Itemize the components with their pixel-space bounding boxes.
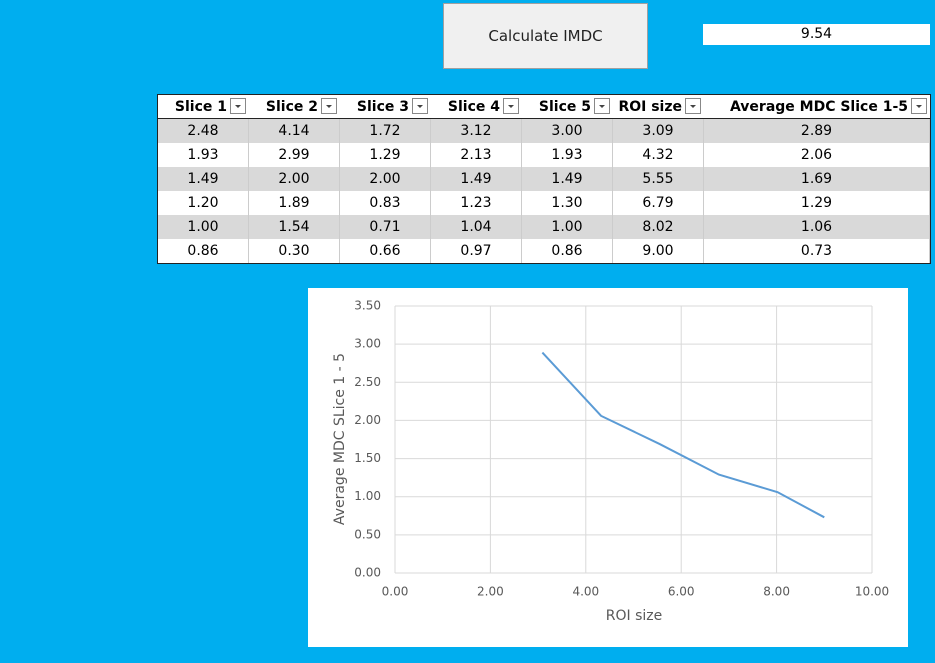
y-tick-label: 2.50 (354, 375, 381, 389)
table-cell: 1.49 (158, 167, 249, 191)
filter-dropdown[interactable] (321, 98, 337, 114)
filter-dropdown[interactable] (230, 98, 246, 114)
table-cell: 0.66 (340, 239, 431, 263)
header-cell: Slice 5 (522, 95, 613, 118)
table-cell: 1.04 (431, 215, 522, 239)
table-cell: 1.49 (522, 167, 613, 191)
table-cell: 1.29 (704, 191, 930, 215)
table-cell: 4.14 (249, 119, 340, 143)
header-cell: Slice 1 (158, 95, 249, 118)
header-text: Slice 5 (538, 99, 591, 115)
header-text: Slice 2 (265, 99, 318, 115)
header-row: Slice 1 Slice 2 Slice 3 Slice 4 Slice 5 ROI s… (158, 95, 930, 119)
chart: ROI size Average MDC SLice 1 - 5 0.00 0.5… (308, 288, 908, 647)
table-cell: 0.86 (158, 239, 249, 263)
table-row: 0.86 0.30 0.66 0.97 0.86 9.00 0.73 (158, 239, 930, 263)
table-cell: 1.69 (704, 167, 930, 191)
header-text: ROI size (618, 99, 682, 115)
table-cell: 0.73 (704, 239, 930, 263)
x-tick-label: 10.00 (855, 585, 889, 599)
table-cell: 1.93 (158, 143, 249, 167)
table-row: 1.20 1.89 0.83 1.23 1.30 6.79 1.29 (158, 191, 930, 215)
table-cell: 2.13 (431, 143, 522, 167)
y-tick-label: 1.00 (354, 489, 381, 503)
table-cell: 2.00 (340, 167, 431, 191)
table-cell: 0.83 (340, 191, 431, 215)
table-cell: 1.00 (158, 215, 249, 239)
result-cell: 9.54 (703, 24, 930, 45)
x-tick-label: 8.00 (763, 585, 790, 599)
header-text: Slice 1 (174, 99, 227, 115)
table-cell: 3.12 (431, 119, 522, 143)
x-tick-label: 2.00 (477, 585, 504, 599)
table-cell: 1.54 (249, 215, 340, 239)
x-tick-label: 0.00 (382, 585, 409, 599)
table-cell: 0.71 (340, 215, 431, 239)
table-cell: 1.00 (522, 215, 613, 239)
header-cell: Slice 2 (249, 95, 340, 118)
data-table: Slice 1 Slice 2 Slice 3 Slice 4 Slice 5 ROI s… (157, 94, 931, 264)
filter-dropdown[interactable] (503, 98, 519, 114)
table-cell: 1.93 (522, 143, 613, 167)
table-cell: 3.00 (522, 119, 613, 143)
y-tick-label: 1.50 (354, 451, 381, 465)
header-cell: Average MDC Slice 1-5 (704, 95, 930, 118)
table-cell: 2.89 (704, 119, 930, 143)
header-text: Average MDC Slice 1-5 (729, 99, 908, 115)
table-cell: 1.30 (522, 191, 613, 215)
header-cell: Slice 4 (431, 95, 522, 118)
x-tick-label: 6.00 (668, 585, 695, 599)
filter-dropdown[interactable] (685, 98, 701, 114)
table-cell: 9.00 (613, 239, 704, 263)
table-row: 1.49 2.00 2.00 1.49 1.49 5.55 1.69 (158, 167, 930, 191)
header-cell: ROI size (613, 95, 704, 118)
table-cell: 2.48 (158, 119, 249, 143)
data-line (541, 351, 825, 519)
y-tick-label: 0.50 (354, 527, 381, 541)
table-row: 1.00 1.54 0.71 1.04 1.00 8.02 1.06 (158, 215, 930, 239)
header-text: Slice 3 (356, 99, 409, 115)
y-tick-label: 3.00 (354, 337, 381, 351)
table-cell: 0.30 (249, 239, 340, 263)
table-row: 2.48 4.14 1.72 3.12 3.00 3.09 2.89 (158, 119, 930, 143)
calculate-button[interactable]: Calculate IMDC (443, 3, 648, 69)
table-cell: 0.86 (522, 239, 613, 263)
table-cell: 2.99 (249, 143, 340, 167)
table-cell: 8.02 (613, 215, 704, 239)
filter-dropdown[interactable] (911, 98, 927, 114)
filter-dropdown[interactable] (412, 98, 428, 114)
y-axis-title: Average MDC SLice 1 - 5 (332, 353, 348, 525)
table-cell: 1.49 (431, 167, 522, 191)
table-cell: 5.55 (613, 167, 704, 191)
table-row: 1.93 2.99 1.29 2.13 1.93 4.32 2.06 (158, 143, 930, 167)
table-cell: 1.89 (249, 191, 340, 215)
table-cell: 1.29 (340, 143, 431, 167)
table-cell: 1.20 (158, 191, 249, 215)
y-tick-label: 3.50 (354, 299, 381, 313)
table-cell: 2.00 (249, 167, 340, 191)
header-cell: Slice 3 (340, 95, 431, 118)
table-cell: 1.23 (431, 191, 522, 215)
header-text: Slice 4 (447, 99, 500, 115)
y-tick-label: 0.00 (354, 566, 381, 580)
table-cell: 4.32 (613, 143, 704, 167)
table-cell: 6.79 (613, 191, 704, 215)
table-cell: 0.97 (431, 239, 522, 263)
y-tick-label: 2.00 (354, 413, 381, 427)
table-cell: 3.09 (613, 119, 704, 143)
filter-dropdown[interactable] (594, 98, 610, 114)
table-cell: 1.72 (340, 119, 431, 143)
table-cell: 1.06 (704, 215, 930, 239)
x-axis-title: ROI size (606, 608, 662, 624)
table-cell: 2.06 (704, 143, 930, 167)
x-tick-label: 4.00 (572, 585, 599, 599)
